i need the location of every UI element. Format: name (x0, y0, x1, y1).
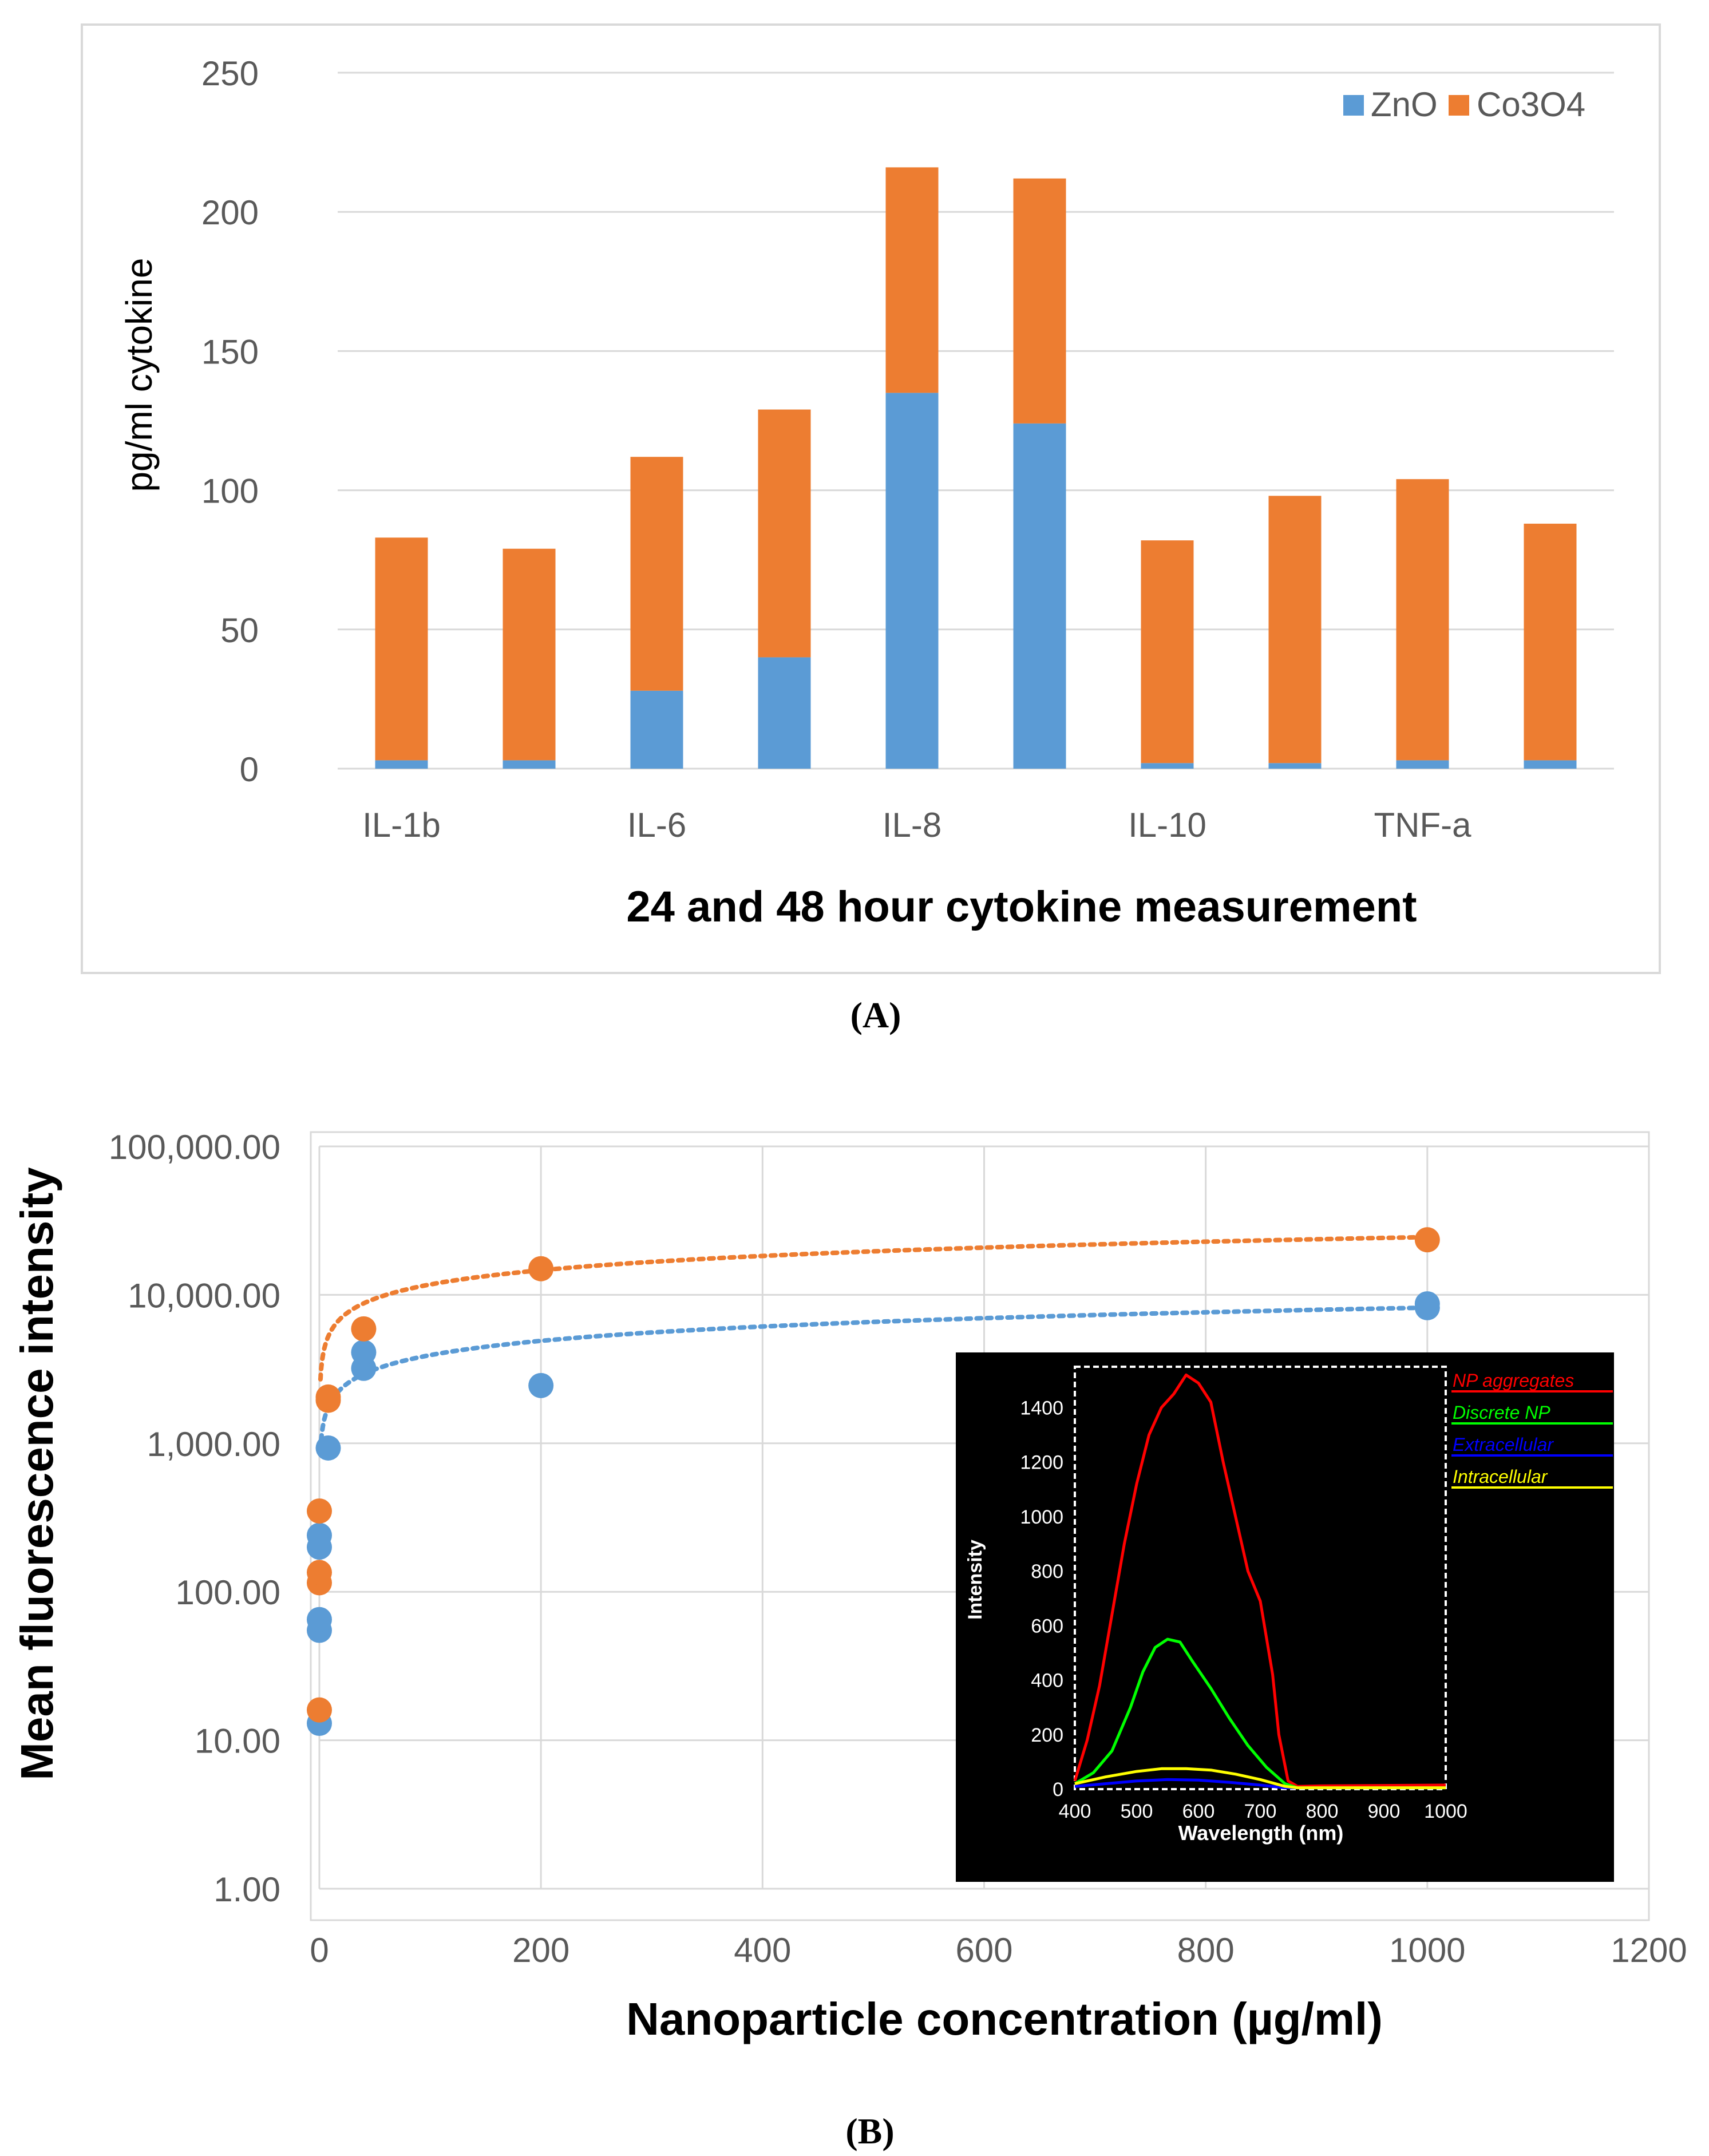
inset-x-tick-label: 400 (1059, 1801, 1091, 1822)
panel-b-y-tick-label: 1.00 (213, 1870, 280, 1909)
panel-b-x-tick-label: 800 (1177, 1931, 1235, 1969)
bar-co3o4-2 (631, 457, 683, 691)
panel-a-x-tick-label: IL-8 (883, 806, 941, 844)
bar-zno-8 (1397, 760, 1449, 769)
bar-zno-6 (1141, 763, 1194, 769)
panel-b-x-tick-label: 200 (512, 1931, 569, 1969)
panel-a-y-tick-label: 0 (240, 750, 259, 789)
bar-co3o4-9 (1524, 524, 1577, 760)
panel-b-inset: 0 200 400 600 800 1000 1200 1400 400 500 600 700 80… (956, 1352, 1614, 1882)
legend-label-co3o4: Co3O4 (1477, 85, 1585, 124)
bar-co3o4-7 (1269, 496, 1322, 763)
panel-a-y-tick-label: 250 (201, 54, 259, 93)
panel-b: 1.00 10.00 100.00 1,000.00 10,000.00 100,000.… (11, 1128, 1687, 2044)
panel-a-x-tick-label: IL-6 (627, 806, 686, 844)
inset-x-axis-title: Wavelength (nm) (1178, 1821, 1344, 1845)
bar-zno-5 (1014, 424, 1066, 769)
panel-b-y-tick-label: 1,000.00 (147, 1425, 280, 1463)
panel-a-x-axis-title: 24 and 48 hour cytokine measurement (626, 883, 1417, 931)
panel-b-y-tick-label: 10,000.00 (128, 1276, 280, 1315)
inset-y-axis-title: Intensity (964, 1540, 986, 1620)
inset-y-tick-label: 200 (1031, 1724, 1063, 1746)
panel-b-y-tick-label: 100.00 (175, 1573, 280, 1612)
bar-zno-1 (503, 760, 556, 769)
bar-co3o4-5 (1014, 179, 1066, 424)
panel-a-y-axis-title: pg/ml cytokine (118, 258, 160, 492)
inset-x-tick-label: 600 (1182, 1801, 1215, 1822)
bar-zno-2 (631, 691, 683, 769)
inset-legend-label: Intracellular (1453, 1466, 1548, 1487)
inset-x-tick-label: 1000 (1424, 1801, 1467, 1822)
bar-zno-9 (1524, 760, 1577, 769)
inset-legend-label: Extracellular (1453, 1434, 1554, 1455)
inset-legend-label: Discrete NP (1453, 1402, 1550, 1423)
bar-zno-7 (1269, 763, 1322, 769)
bar-co3o4-6 (1141, 540, 1194, 763)
bar-co3o4-1 (503, 549, 556, 761)
panel-b-x-tick-label: 0 (310, 1931, 329, 1969)
inset-legend-label: NP aggregates (1453, 1370, 1574, 1391)
panel-a-x-tick-label: TNF-a (1374, 806, 1472, 844)
panel-a-y-tick-label: 100 (201, 472, 259, 511)
inset-x-tick-label: 900 (1368, 1801, 1401, 1822)
legend-swatch-co3o4 (1449, 95, 1469, 116)
panel-a-y-tick-label: 200 (201, 193, 259, 232)
point-zno (1415, 1291, 1440, 1316)
panel-b-y-tick-label: 100,000.00 (109, 1128, 280, 1166)
panel-b-x-tick-label: 1000 (1389, 1931, 1465, 1969)
inset-y-tick-label: 600 (1031, 1615, 1063, 1637)
point-zno (351, 1340, 376, 1365)
panel-b-x-tick-label: 1200 (1611, 1931, 1687, 1969)
panel-a-y-tick-label: 150 (201, 333, 259, 371)
point-zno (307, 1607, 332, 1632)
panel-a-x-tick-label: IL-1b (362, 806, 441, 844)
panel-a-label: (A) (850, 995, 901, 1035)
panel-b-x-tick-label: 400 (734, 1931, 791, 1969)
point-co3o4 (307, 1698, 332, 1723)
inset-y-tick-label: 1000 (1020, 1506, 1063, 1528)
bar-co3o4-8 (1397, 479, 1449, 760)
panel-a-y-tick-label: 50 (220, 611, 259, 650)
panel-b-y-tick-label: 10.00 (195, 1722, 280, 1761)
panel-b-x-axis-title: Nanoparticle concentration (µg/ml) (626, 1993, 1383, 2044)
panel-b-label: (B) (845, 2111, 894, 2151)
inset-x-tick-label: 500 (1121, 1801, 1153, 1822)
point-co3o4 (1415, 1227, 1440, 1252)
inset-y-tick-label: 1400 (1020, 1397, 1063, 1419)
bar-zno-4 (886, 393, 939, 769)
bar-zno-3 (758, 657, 811, 769)
legend-swatch-zno (1343, 95, 1364, 116)
panel-b-x-tick-labels: 0 200 400 600 800 1000 1200 (310, 1931, 1687, 1969)
inset-x-tick-label: 800 (1306, 1801, 1339, 1822)
point-zno (307, 1523, 332, 1548)
inset-y-tick-label: 1200 (1020, 1452, 1063, 1474)
inset-y-tick-label: 0 (1053, 1779, 1063, 1801)
panel-b-y-axis-title: Mean fluorescence intensity (11, 1167, 62, 1781)
point-zno (528, 1373, 553, 1398)
bar-co3o4-0 (375, 537, 428, 760)
point-co3o4 (307, 1498, 332, 1524)
panel-b-y-tick-labels: 1.00 10.00 100.00 1,000.00 10,000.00 100,000.… (109, 1128, 280, 1909)
inset-y-tick-label: 400 (1031, 1670, 1063, 1692)
point-co3o4 (307, 1560, 332, 1585)
inset-x-tick-label: 700 (1244, 1801, 1277, 1822)
panel-b-x-tick-label: 600 (955, 1931, 1012, 1969)
bar-zno-0 (375, 760, 428, 769)
figure: 050100150200250 IL-1b IL-6 IL-8 IL-10 TNF-a … (0, 0, 1709, 2156)
panel-a-x-tick-label: IL-10 (1128, 806, 1206, 844)
bar-co3o4-4 (886, 167, 939, 393)
point-co3o4 (315, 1384, 341, 1410)
point-zno (315, 1435, 341, 1461)
point-co3o4 (351, 1316, 376, 1342)
legend-label-zno: ZnO (1371, 85, 1438, 124)
bar-co3o4-3 (758, 410, 811, 658)
point-co3o4 (528, 1256, 553, 1281)
inset-y-tick-label: 800 (1031, 1561, 1063, 1583)
